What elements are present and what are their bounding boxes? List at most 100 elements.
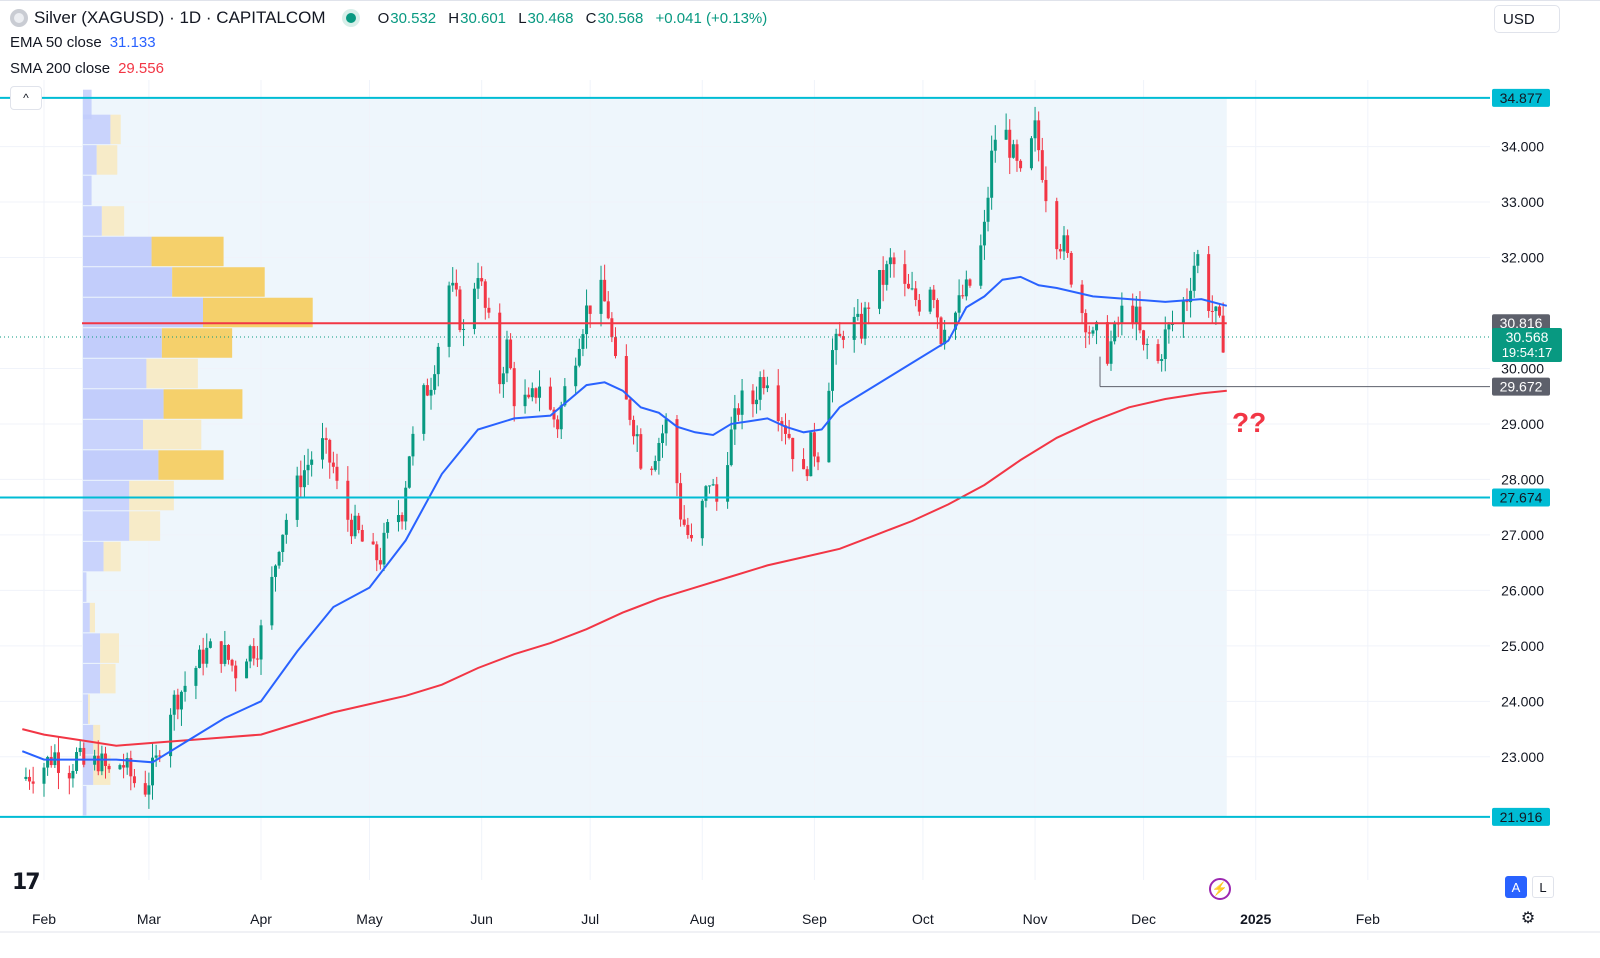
- volume-profile-up-10: [83, 389, 164, 419]
- candle-body-140: [733, 408, 737, 430]
- log-scale-button[interactable]: L: [1532, 876, 1554, 898]
- level-tag-0-bg: [1492, 88, 1550, 107]
- candle-body-184: [957, 295, 961, 313]
- lightning-icon[interactable]: ⚡: [1209, 878, 1231, 900]
- candle-body-56: [306, 464, 310, 471]
- candle-body-228: [1181, 300, 1185, 324]
- volume-profile-up-19: [83, 663, 101, 694]
- volume-profile-up-9: [83, 358, 147, 389]
- candle-body-70: [378, 560, 382, 565]
- candle-body-104: [552, 409, 556, 420]
- candle-body-164: [856, 313, 860, 317]
- sma-legend[interactable]: SMA 200 close 29.556: [10, 60, 775, 80]
- volume-profile-up-14: [83, 511, 130, 541]
- candle-body-161: [838, 333, 842, 337]
- candle-body-48: [270, 576, 274, 626]
- x-tick-label-7: Sep: [802, 911, 827, 927]
- candle-body-33: [194, 667, 198, 686]
- candle-body-123: [650, 468, 654, 470]
- candle-body-186: [964, 279, 968, 297]
- volume-profile-down-15: [103, 541, 121, 572]
- candle-body-22: [132, 776, 136, 784]
- candle-body-103: [548, 386, 552, 410]
- volume-profile-up-23: [83, 785, 87, 816]
- candle-body-65: [353, 515, 357, 537]
- question-annotation: ??: [1232, 407, 1266, 438]
- candle-body-58: [321, 438, 325, 460]
- candle-body-183: [953, 312, 957, 330]
- poc-tag: 30.816: [1500, 315, 1543, 331]
- candle-body-137: [715, 484, 719, 502]
- candle-body-171: [888, 257, 892, 265]
- level-tag-0: 34.877: [1500, 90, 1543, 106]
- candle-body-157: [816, 456, 820, 463]
- candle-body-220: [1138, 306, 1142, 331]
- candle-body-30: [176, 694, 180, 710]
- last-price-tag: 30.568: [1506, 329, 1549, 345]
- candle-body-43: [245, 661, 249, 679]
- candle-body-230: [1189, 290, 1193, 303]
- candle-body-21: [129, 758, 133, 777]
- candle-body-174: [906, 283, 910, 289]
- candle-body-57: [310, 459, 314, 465]
- candle-body-117: [613, 337, 617, 357]
- symbol-title[interactable]: Silver (XAGUSD) · 1D · CAPITALCOM: [34, 8, 326, 27]
- ema-legend[interactable]: EMA 50 close 31.133: [10, 34, 775, 54]
- candle-body-234: [1210, 310, 1214, 312]
- y-tick-label-0: 23.000: [1501, 749, 1544, 765]
- close-key: C: [585, 9, 597, 27]
- candle-body-197: [1019, 160, 1023, 169]
- auto-scale-button[interactable]: A: [1505, 876, 1527, 898]
- candle-body-113: [599, 279, 603, 314]
- candle-body-91: [483, 281, 487, 308]
- candle-body-213: [1105, 322, 1109, 364]
- tradingview-logo-icon[interactable]: 17: [12, 870, 41, 895]
- candle-body-29: [172, 694, 176, 715]
- candle-body-114: [603, 279, 607, 302]
- x-tick-label-6: Aug: [690, 911, 715, 927]
- candle-body-192: [993, 139, 997, 151]
- candle-body-172: [892, 257, 896, 265]
- volume-profile-down-5: [151, 236, 224, 267]
- volume-profile-up-4: [83, 206, 102, 236]
- candle-body-205: [1062, 235, 1066, 252]
- candle-body-148: [776, 385, 780, 422]
- silver-symbol-icon: [10, 9, 28, 27]
- volume-profile-up-16: [83, 572, 87, 602]
- chevron-up-icon[interactable]: ^: [10, 86, 42, 110]
- currency-selector[interactable]: USD: [1494, 5, 1560, 33]
- candle-body-128: [675, 419, 679, 484]
- x-tick-label-8: Oct: [912, 911, 934, 927]
- candle-body-133: [700, 500, 704, 539]
- candle-body-78: [422, 385, 426, 434]
- candle-body-31: [179, 691, 183, 710]
- candle-body-175: [910, 288, 914, 290]
- candle-body-20: [125, 758, 129, 768]
- candle-body-217: [1120, 305, 1124, 324]
- candle-body-233: [1207, 254, 1211, 311]
- candle-body-147: [765, 385, 769, 389]
- candle-body-63: [346, 480, 350, 520]
- candle-body-152: [791, 437, 795, 460]
- candle-body-64: [349, 519, 353, 537]
- candle-body-101: [534, 388, 538, 398]
- candle-body-155: [809, 432, 813, 477]
- candle-body-207: [1069, 252, 1073, 285]
- candle-body-17: [107, 765, 111, 770]
- candle-body-180: [935, 300, 939, 318]
- candle-body-86: [458, 289, 462, 331]
- candle-body-72: [386, 522, 390, 533]
- candle-body-221: [1142, 330, 1146, 345]
- candle-body-150: [783, 425, 787, 434]
- candle-body-153: [802, 459, 806, 470]
- candle-body-47: [259, 625, 263, 660]
- x-tick-label-0: Feb: [32, 911, 56, 927]
- candle-body-231: [1192, 265, 1196, 291]
- candle-body-45: [252, 646, 256, 659]
- candle-body-206: [1066, 235, 1070, 253]
- candle-body-61: [331, 462, 335, 467]
- candle-body-226: [1167, 324, 1171, 330]
- candle-body-222: [1145, 344, 1149, 346]
- gear-icon[interactable]: ⚙: [1520, 910, 1536, 927]
